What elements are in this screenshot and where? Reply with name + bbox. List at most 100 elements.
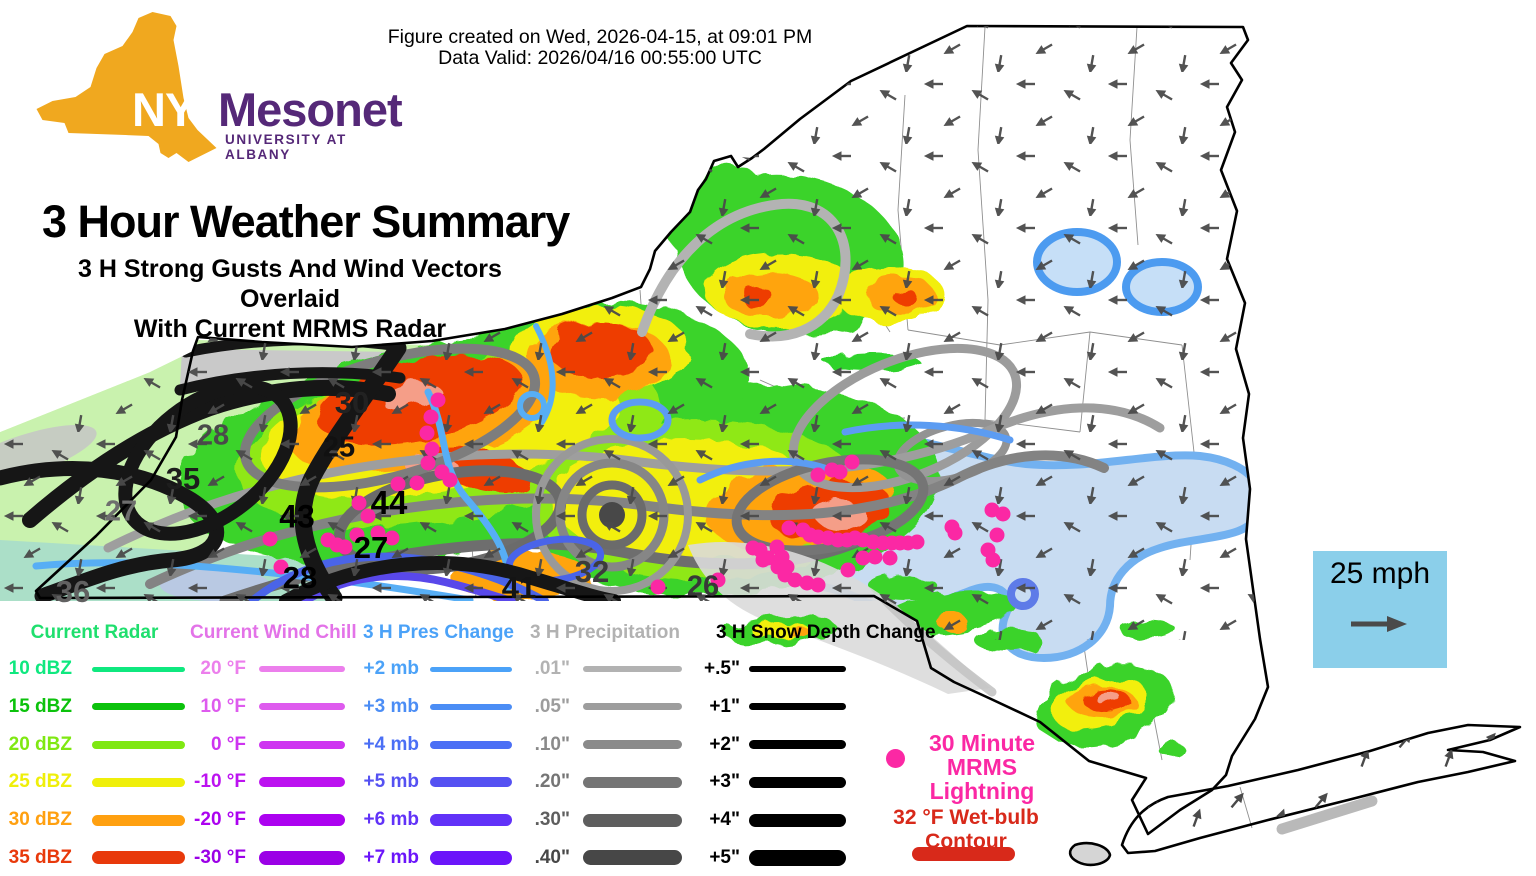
gust-value-label: 36: [55, 574, 91, 609]
legend-row-label: +7 mb: [363, 846, 419, 868]
lightning-line-3: Lightning: [929, 778, 1035, 804]
legend-line-swatch: [749, 703, 846, 711]
lightning-dot: [349, 527, 365, 543]
data-valid-line: Data Valid: 2026/04/16 00:55:00 UTC: [438, 47, 762, 69]
legend-line-swatch: [749, 776, 846, 788]
gust-value-label: 30: [334, 385, 370, 420]
lightning-dot: [442, 472, 458, 488]
lightning-dot: [985, 552, 1001, 568]
legend-row-label: 0 °F: [210, 733, 246, 755]
lightning-dot: [855, 550, 871, 566]
legend-row: +.5": [694, 658, 914, 680]
legend-row-label: 15 dBZ: [8, 695, 72, 717]
legend-header: 3 H Snow Depth Change: [716, 622, 936, 643]
legend-line-swatch: [430, 666, 512, 672]
legend-row-label: +5": [709, 846, 740, 868]
lightning-dot: [882, 550, 898, 566]
gust-value-label: 28: [196, 419, 230, 452]
lightning-dot: [384, 530, 400, 546]
lightning-dot: [781, 520, 797, 536]
legend-row-label: +2 mb: [363, 658, 419, 679]
legend-row-label: +1": [709, 695, 740, 717]
lightning-dot: [420, 455, 436, 471]
legend-line-swatch: [92, 740, 185, 749]
legend-row: -10 °F: [190, 771, 357, 793]
legend-line-swatch: [749, 849, 846, 866]
gust-value-label: 41: [501, 570, 537, 605]
subtitle-line-2: With Current MRMS Radar: [133, 315, 447, 343]
legend-line-swatch: [92, 851, 185, 865]
gust-value-label: 28: [282, 560, 318, 595]
legend-row: -30 °F: [190, 847, 357, 869]
legend-row: +5 mb: [363, 771, 514, 793]
gust-value-label: 25: [322, 431, 356, 464]
legend-row-label: +2": [709, 733, 740, 755]
legend-line-swatch: [92, 666, 185, 672]
legend-row: .20": [528, 771, 682, 793]
page-title: 3 Hour Weather Summary: [42, 196, 570, 247]
lightning-dot: [867, 549, 883, 565]
lightning-dot: [844, 454, 860, 470]
lightning-dot: [755, 552, 771, 568]
legend-row-label: .01": [534, 658, 570, 679]
legend-row: 15 dBZ: [4, 696, 185, 718]
legend-row: 20 °F: [190, 658, 357, 680]
lightning-dot: [832, 464, 848, 480]
legend-row: .30": [528, 809, 682, 831]
nys-mesonet-logo: NYS Mesonet UNIVERSITY AT ALBANY: [28, 6, 408, 181]
legend-column-snow-depth: 3 H Snow Depth Change +.5" +1" +2" +3" +…: [694, 622, 936, 876]
legend-row: 10 °F: [190, 696, 357, 718]
legend-row: 30 dBZ: [4, 809, 185, 831]
legend-row: .40": [528, 847, 682, 869]
legend-line-swatch: [259, 740, 345, 749]
legend-line-swatch: [749, 813, 846, 827]
legend-line-swatch: [92, 703, 185, 711]
legend-column-precipitation: 3 H Precipitation .01" .05" .10" .20" .3…: [528, 622, 682, 876]
subtitle-line-1: 3 H Strong Gusts And Wind Vectors Overla…: [78, 255, 502, 313]
legend-row: -20 °F: [190, 809, 357, 831]
legend-header: Current Wind Chill: [190, 622, 357, 643]
legend-row: 25 dBZ: [4, 771, 185, 793]
lightning-legend-text: 30 Minute MRMS Lightning: [908, 731, 1056, 803]
wet-bulb-line-swatch: [912, 847, 1015, 861]
legend-row-label: 25 dBZ: [8, 771, 72, 793]
lightning-line-1: 30 Minute: [928, 730, 1036, 756]
legend-row-label: 10 °F: [200, 695, 246, 717]
legend-row: +2": [694, 734, 914, 756]
legend-line-swatch: [430, 814, 512, 827]
legend-line-swatch: [583, 850, 682, 866]
legend-row-label: +6 mb: [363, 809, 419, 831]
lightning-dot: [370, 525, 386, 541]
legend-row-label: .05": [534, 695, 570, 717]
lightning-dot: [989, 527, 1005, 543]
legend-row: +5": [694, 847, 914, 869]
legend-line-swatch: [430, 703, 512, 710]
legend-row-label: .40": [534, 846, 570, 868]
legend-row-label: +3 mb: [363, 695, 419, 717]
legend-line-swatch: [259, 850, 345, 865]
legend-line-swatch: [583, 740, 682, 750]
legend-row: +6 mb: [363, 809, 514, 831]
gust-value-label: 32: [574, 554, 610, 589]
legend-line-swatch: [259, 703, 345, 711]
legend-row-label: -30 °F: [194, 846, 246, 868]
lightning-dot: [840, 562, 856, 578]
legend-row: +7 mb: [363, 847, 514, 869]
legend-line-swatch: [259, 777, 345, 788]
legend-line-swatch: [92, 814, 185, 826]
lightning-line-2: MRMS: [946, 754, 1018, 780]
lightning-dot: [337, 539, 353, 555]
legend-row-label: .20": [534, 771, 570, 793]
lightning-dot: [262, 531, 278, 547]
legend-row: 10 dBZ: [4, 658, 185, 680]
legend-line-swatch: [430, 850, 512, 865]
wind-speed-reference-label: 25 mph: [1329, 557, 1431, 590]
legend-row-label: .10": [534, 733, 570, 755]
legend-column-pressure-change: 3 H Pres Change +2 mb +3 mb +4 mb +5 mb …: [363, 622, 514, 876]
logo-name-text: Mesonet: [218, 83, 403, 136]
legend-row-label: +4": [709, 809, 740, 831]
gust-value-label: 43: [279, 498, 315, 535]
legend-row-label: 20 °F: [200, 658, 246, 679]
